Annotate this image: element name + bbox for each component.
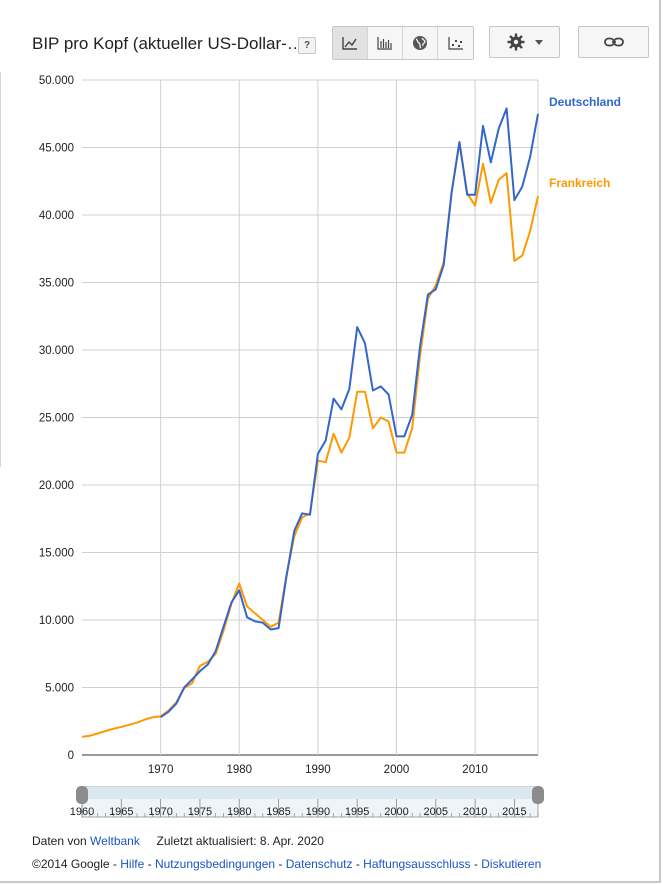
y-tick-label: 30.000 xyxy=(39,345,74,357)
left-divider xyxy=(0,72,1,467)
globe-icon xyxy=(413,36,427,50)
y-tick-label: 15.000 xyxy=(39,548,74,560)
series-label-frankreich: Frankreich xyxy=(549,176,610,190)
x-tick-label: 2010 xyxy=(462,764,488,776)
range-selector-band xyxy=(82,787,538,799)
range-tick-label: 1975 xyxy=(188,806,212,818)
y-tick-label: 0 xyxy=(68,750,74,762)
range-handle-left[interactable] xyxy=(76,786,88,804)
scatter-chart-icon xyxy=(447,37,463,50)
series-label-deutschland: Deutschland xyxy=(549,95,621,109)
range-tick-label: 2005 xyxy=(424,806,448,818)
line-chart-icon xyxy=(342,37,357,50)
line-chart-button[interactable] xyxy=(333,27,368,59)
range-tick-label: 1960 xyxy=(70,806,94,818)
bar-chart-icon xyxy=(377,37,392,50)
range-tick-label: 2010 xyxy=(463,806,487,818)
series-line-deutschland xyxy=(160,107,539,719)
y-tick-label: 35.000 xyxy=(39,278,74,290)
y-tick-label: 45.000 xyxy=(39,143,74,155)
range-tick-label: 2000 xyxy=(384,806,408,818)
disclaimer-link[interactable]: Haftungsausschluss xyxy=(363,857,471,871)
line-chart: 0 5.000 10.000 15.000 20.000 25.000 30.000 35.0… xyxy=(39,75,621,818)
legal-line: ©2014 Google - Hilfe - Nutzungsbedingung… xyxy=(32,857,542,871)
gear-icon xyxy=(507,33,524,51)
range-tick-label: 1985 xyxy=(266,806,290,818)
range-tick-label: 1990 xyxy=(306,806,330,818)
discuss-link[interactable]: Diskutieren xyxy=(481,857,542,871)
help-link[interactable]: Hilfe xyxy=(120,857,145,871)
y-tick-label: 5.000 xyxy=(45,683,74,695)
y-tick-label: 40.000 xyxy=(39,210,74,222)
link-icon xyxy=(603,37,624,47)
source-prefix: Daten von xyxy=(32,834,87,848)
y-tick-label: 25.000 xyxy=(39,413,74,425)
bar-chart-button[interactable] xyxy=(368,27,403,59)
range-tick-label: 1995 xyxy=(345,806,369,818)
privacy-link[interactable]: Datenschutz xyxy=(285,857,353,871)
range-tick-label: 1965 xyxy=(109,806,133,818)
source-link[interactable]: Weltbank xyxy=(90,834,140,848)
x-tick-label: 2000 xyxy=(384,764,410,776)
series-line-frankreich xyxy=(81,141,539,738)
scatter-chart-button[interactable] xyxy=(438,27,473,59)
source-line: Daten von Weltbank Zuletzt aktualisiert:… xyxy=(32,834,324,848)
y-tick-label: 10.000 xyxy=(39,615,74,627)
chart-title: BIP pro Kopf (aktueller US-Dollar-… xyxy=(32,34,304,53)
terms-link[interactable]: Nutzungsbedingungen xyxy=(154,857,276,871)
x-tick-label: 1990 xyxy=(305,764,331,776)
map-button[interactable] xyxy=(403,27,438,59)
range-tick-label: 1980 xyxy=(227,806,251,818)
y-tick-label: 20.000 xyxy=(39,480,74,492)
copyright-text: ©2014 Google xyxy=(32,857,110,871)
share-link-button[interactable] xyxy=(578,26,649,58)
x-tick-label: 1980 xyxy=(226,764,252,776)
range-tick-label: 1970 xyxy=(148,806,172,818)
range-handle-right[interactable] xyxy=(532,786,544,804)
range-tick-label: 2015 xyxy=(502,806,526,818)
chevron-down-icon xyxy=(534,39,543,45)
x-tick-label: 1970 xyxy=(148,764,174,776)
settings-button[interactable] xyxy=(489,26,560,58)
y-tick-label: 50.000 xyxy=(39,75,74,87)
help-button[interactable]: ? xyxy=(298,37,316,54)
updated-text: Zuletzt aktualisiert: 8. Apr. 2020 xyxy=(156,834,324,848)
view-type-group xyxy=(332,26,474,60)
